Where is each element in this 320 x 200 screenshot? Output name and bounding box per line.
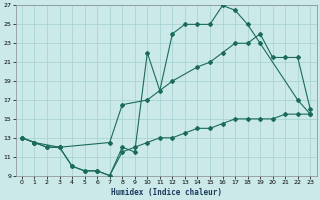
X-axis label: Humidex (Indice chaleur): Humidex (Indice chaleur) [111,188,221,197]
